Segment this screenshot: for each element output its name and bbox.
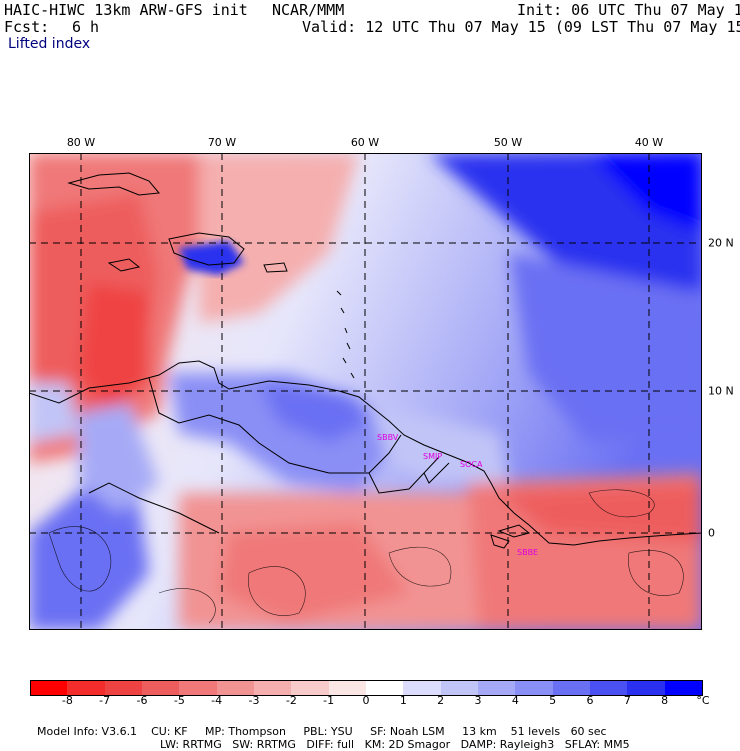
field-title: Lifted index: [8, 36, 91, 52]
colorbar-tick-label: 8: [661, 694, 669, 707]
lon-label-40w: 40 W: [634, 136, 664, 149]
colorbar-swatch: [328, 680, 367, 696]
colorbar-swatch: [216, 680, 255, 696]
colorbar-tick-label: -2: [285, 694, 297, 707]
colorbar-swatch: [291, 680, 330, 696]
lifted-index-map: SBBV SMJP SOCA SBBE: [29, 153, 702, 630]
colorbar-tick-label: 6: [586, 694, 594, 707]
station-smjp: SMJP: [423, 452, 442, 461]
hispaniola-blue-cell: [179, 241, 244, 275]
cumulus-scheme: CU: KF: [151, 725, 188, 738]
map-canvas: SBBV SMJP SOCA SBBE: [29, 153, 702, 630]
colorbar-swatch: [440, 680, 479, 696]
vertical-levels: 51 levels: [510, 725, 561, 738]
grid-spacing: 13 km: [462, 725, 497, 738]
lon-label-80w: 80 W: [66, 136, 96, 149]
colorbar-tick-label: -6: [136, 694, 148, 707]
colorbar-swatch: [552, 680, 591, 696]
colorbar-swatch: [30, 680, 69, 696]
colorbar-tick-label: -1: [323, 694, 335, 707]
colorbar-tick-label: -4: [211, 694, 223, 707]
colorbar-tick-label: 2: [437, 694, 445, 707]
field-shading: [29, 153, 702, 630]
colorbar-tick-label: 1: [399, 694, 407, 707]
model-info-line1: Model Info: V3.6.1 CU: KF MP: Thompson P…: [30, 712, 607, 738]
lon-label-60w: 60 W: [350, 136, 380, 149]
org-label: NCAR/MMM: [272, 1, 345, 19]
colorbar-tick-label: 5: [549, 694, 557, 707]
station-labels: SBBV SMJP SOCA SBBE: [377, 433, 538, 557]
colorbar-tick-label: -3: [248, 694, 260, 707]
model-version: Model Info: V3.6.1: [37, 725, 138, 738]
map-frame: [29, 153, 702, 630]
init-time: Init: 06 UTC Thu 07 May 15: [517, 1, 740, 19]
lon-label-50w: 50 W: [493, 136, 523, 149]
colorbar-swatch: [67, 680, 106, 696]
graticule: [29, 153, 702, 630]
microphysics-scheme: MP: Thompson: [205, 725, 286, 738]
colorbar-tick-label: -8: [61, 694, 73, 707]
station-sbbv: SBBV: [377, 433, 399, 442]
colorbar-swatch: [515, 680, 554, 696]
colorbar-swatch: [627, 680, 666, 696]
colorbar-tick-label: 0: [362, 694, 370, 707]
colorbar-swatch: [664, 680, 704, 696]
colorbar-tick-label: 7: [623, 694, 631, 707]
contour-lines: [48, 489, 684, 624]
colorbar-swatch: [403, 680, 442, 696]
lat-label-0: 0: [708, 526, 715, 540]
colorbar-swatch: [179, 680, 218, 696]
colorbar-unit: °C: [696, 694, 710, 707]
colorbar-swatch: [142, 680, 180, 696]
colorbar-tick-label: -7: [99, 694, 111, 707]
colorbar-tick-label: 3: [474, 694, 482, 707]
pbl-scheme: PBL: YSU: [303, 725, 353, 738]
forecast-hour: 6 h: [72, 18, 100, 36]
forecast-label: Fcst:: [4, 18, 50, 36]
model-info-line2: LW: RRTMG SW: RRTMG DIFF: full KM: 2D Sm…: [153, 725, 630, 751]
lat-label-20n: 20 N: [708, 236, 734, 250]
colorbar-swatch: [478, 680, 516, 696]
lon-label-70w: 70 W: [207, 136, 237, 149]
station-sbbe: SBBE: [517, 548, 538, 557]
colorbar-swatch: [254, 680, 292, 696]
colorbar-tick-label: -5: [173, 694, 185, 707]
colorbar-swatch: [366, 680, 404, 696]
surface-scheme: SF: Noah LSM: [370, 725, 445, 738]
time-step: 60 sec: [570, 725, 607, 738]
coastlines: [29, 172, 702, 549]
lat-label-10n: 10 N: [708, 384, 734, 398]
colorbar-tick-label: 4: [511, 694, 519, 707]
model-title: HAIC-HIWC 13km ARW-GFS init: [4, 1, 248, 19]
station-soca: SOCA: [460, 460, 483, 469]
valid-time: Valid: 12 UTC Thu 07 May 15 (09 LST Thu …: [302, 18, 740, 36]
colorbar-swatch: [104, 680, 143, 696]
colorbar-swatch: [590, 680, 628, 696]
